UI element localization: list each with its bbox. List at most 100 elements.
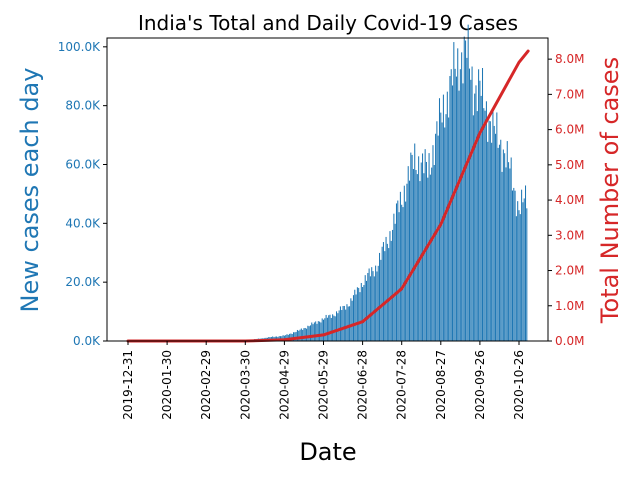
daily-bar (356, 287, 358, 341)
daily-bar (445, 114, 447, 342)
daily-bar (463, 36, 465, 342)
daily-bar (295, 331, 297, 341)
daily-bar (351, 300, 353, 341)
daily-bar (332, 314, 334, 341)
left-tick-label: 60.0K (65, 157, 101, 171)
daily-bar (495, 133, 497, 341)
x-tick-label: 2019-12-31 (121, 350, 135, 420)
daily-bar (489, 121, 491, 341)
daily-bar (293, 332, 295, 341)
daily-bar (450, 69, 452, 342)
x-tick-label: 2020-09-26 (473, 350, 487, 420)
daily-bar (519, 214, 521, 341)
daily-bar (452, 85, 454, 342)
daily-bar (349, 306, 351, 341)
daily-bar (458, 90, 460, 342)
daily-bar (511, 190, 513, 341)
daily-bar (379, 252, 381, 341)
daily-bar (325, 314, 327, 341)
daily-bar (294, 332, 296, 341)
daily-bar (339, 306, 341, 341)
x-tick-label: 2020-02-29 (199, 350, 213, 420)
x-tick-label: 2020-06-28 (356, 350, 370, 420)
daily-bar (438, 98, 441, 341)
daily-bar (389, 231, 391, 341)
daily-bar (302, 329, 304, 341)
daily-bar (522, 202, 524, 341)
daily-bar (484, 110, 486, 341)
daily-bar (496, 112, 498, 342)
daily-bar (358, 287, 360, 341)
daily-bar (472, 115, 474, 341)
x-tick-label: 2020-10-26 (512, 350, 526, 420)
daily-bar (385, 236, 387, 341)
daily-bar (341, 310, 343, 341)
daily-bar (509, 168, 511, 341)
daily-bar (313, 322, 315, 341)
daily-bar (480, 95, 482, 342)
daily-bar (515, 216, 517, 341)
daily-bar (478, 69, 480, 341)
left-tick-label: 0.0K (73, 334, 101, 348)
daily-bar (441, 122, 443, 342)
daily-bar (285, 335, 287, 341)
daily-bar (449, 76, 451, 341)
right-axis-ticks: 0.0M 1.0M 2.0M 3.0M 4.0M 5.0M 6.0M 7.0M 8.0M (548, 52, 584, 348)
daily-bar (428, 153, 430, 341)
daily-bar (375, 265, 377, 341)
daily-bar (386, 243, 388, 341)
daily-bar (475, 85, 477, 341)
daily-bar (333, 315, 335, 341)
daily-bar (455, 76, 457, 341)
daily-bar (461, 52, 463, 342)
daily-bar (444, 127, 446, 341)
daily-bar (377, 265, 379, 341)
daily-bar (350, 298, 352, 341)
daily-bar (429, 174, 431, 341)
daily-bar (493, 125, 495, 341)
daily-bar (518, 210, 520, 341)
daily-bar (343, 305, 345, 341)
daily-bar (395, 203, 398, 341)
daily-cases-bars (206, 24, 528, 342)
daily-bar (432, 145, 434, 341)
daily-bar (316, 323, 318, 341)
daily-bar (474, 93, 476, 341)
daily-bar (381, 246, 383, 341)
daily-bar (501, 171, 503, 341)
daily-bar (476, 111, 478, 341)
daily-bar (307, 325, 309, 341)
daily-bar (371, 267, 373, 341)
daily-bar (392, 229, 394, 341)
right-tick-label: 1.0M (555, 299, 584, 313)
daily-bar (479, 80, 481, 342)
daily-bar (525, 185, 527, 341)
daily-bar (406, 183, 408, 341)
daily-bar (326, 317, 328, 341)
daily-bar (363, 285, 365, 341)
daily-bar (483, 108, 485, 342)
daily-bar (334, 316, 336, 341)
daily-bar (467, 24, 469, 341)
left-tick-label: 20.0K (65, 275, 101, 289)
daily-bar (282, 335, 284, 341)
daily-bar (359, 292, 361, 341)
daily-bar (402, 207, 404, 341)
daily-bar (388, 248, 390, 341)
daily-bar (403, 185, 405, 341)
daily-bar (410, 152, 412, 341)
daily-bar (401, 204, 403, 341)
daily-bar (315, 321, 317, 341)
daily-bar (437, 135, 439, 341)
daily-bar (526, 208, 528, 341)
daily-bar (338, 310, 340, 341)
daily-bar (286, 334, 288, 341)
daily-bar (420, 162, 422, 341)
daily-bar (320, 322, 322, 341)
plot-frame (106, 37, 549, 342)
daily-bar (435, 133, 437, 341)
daily-bar (409, 180, 411, 341)
right-tick-label: 6.0M (555, 123, 584, 137)
daily-bar (355, 294, 357, 341)
